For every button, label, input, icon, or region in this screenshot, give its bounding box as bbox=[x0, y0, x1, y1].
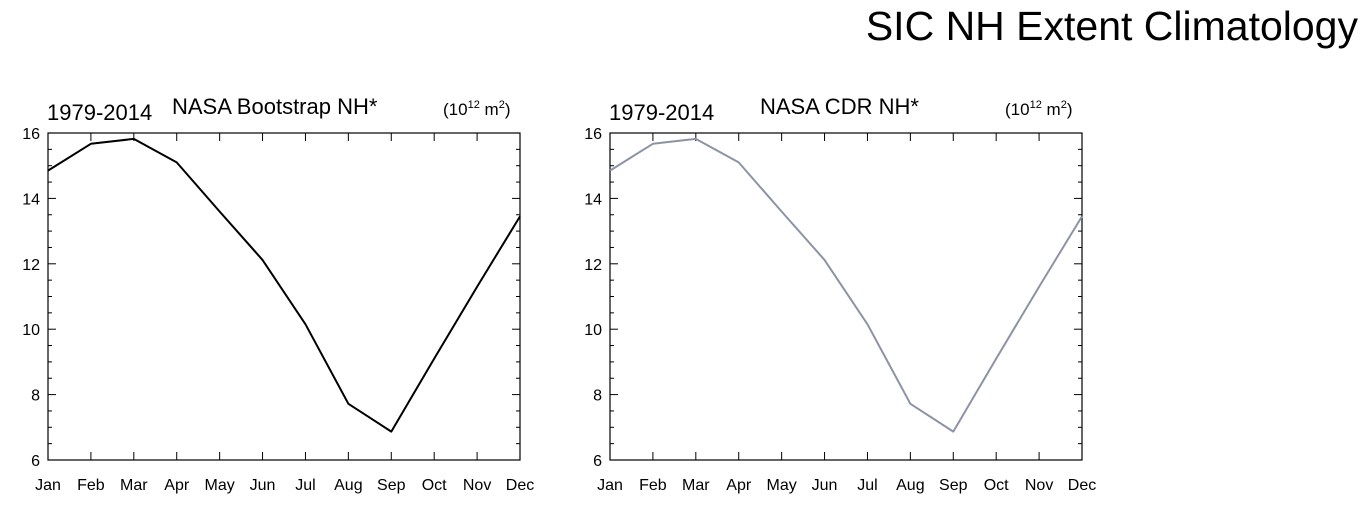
x-tick-label: Oct bbox=[422, 477, 447, 494]
unit-label: (1012 m2) bbox=[443, 99, 511, 119]
x-tick-label: Jan bbox=[35, 477, 61, 494]
x-tick-label: Jun bbox=[812, 477, 838, 494]
y-tick-label: 16 bbox=[22, 126, 40, 143]
x-tick-label: Apr bbox=[164, 477, 190, 494]
y-tick-label: 16 bbox=[584, 126, 602, 143]
chart-nasa-bootstrap: 1979-2014 NASA Bootstrap NH* (1012 m2) 6 8 10… bbox=[22, 94, 534, 494]
x-tick-label: Nov bbox=[1025, 477, 1053, 494]
chart-nasa-cdr: 1979-2014 NASA CDR NH* (1012 m2) 6 8 10 12 14 16… bbox=[584, 94, 1096, 494]
x-tick-label: Mar bbox=[120, 477, 148, 494]
x-tick-label: Jul bbox=[295, 477, 315, 494]
period-label: 1979-2014 bbox=[609, 100, 714, 125]
plot-frame bbox=[609, 132, 1083, 461]
y-tick-label: 8 bbox=[31, 388, 40, 405]
y-tick-label: 14 bbox=[584, 191, 602, 208]
x-tick-label: Sep bbox=[377, 477, 406, 494]
y-tick-label: 6 bbox=[31, 453, 40, 470]
series-line bbox=[47, 137, 521, 433]
y-tick-label: 12 bbox=[584, 257, 602, 274]
y-tick-label: 6 bbox=[593, 453, 602, 470]
period-label: 1979-2014 bbox=[47, 100, 152, 125]
page-title: SIC NH Extent Climatology bbox=[865, 3, 1358, 49]
x-tick-label: Feb bbox=[639, 477, 667, 494]
x-tick-label: Jun bbox=[250, 477, 276, 494]
y-tick-label: 12 bbox=[22, 257, 40, 274]
x-tick-label: Dec bbox=[1068, 477, 1096, 494]
x-tick-label: Nov bbox=[463, 477, 491, 494]
y-tick-label: 14 bbox=[22, 191, 40, 208]
x-tick-label: Feb bbox=[77, 477, 105, 494]
x-tick-label: May bbox=[205, 477, 235, 494]
panel-title: NASA Bootstrap NH* bbox=[172, 94, 378, 119]
plot-frame bbox=[47, 132, 521, 461]
panel-title: NASA CDR NH* bbox=[760, 94, 919, 119]
x-tick-label: Jul bbox=[857, 477, 877, 494]
y-tick-label: 10 bbox=[584, 322, 602, 339]
series-line bbox=[609, 137, 1083, 433]
x-tick-label: Apr bbox=[726, 477, 752, 494]
x-tick-label: May bbox=[767, 477, 797, 494]
x-tick-label: Aug bbox=[334, 477, 362, 494]
x-tick-label: Oct bbox=[984, 477, 1009, 494]
y-tick-label: 10 bbox=[22, 322, 40, 339]
x-tick-label: Sep bbox=[939, 477, 968, 494]
y-tick-label: 8 bbox=[593, 388, 602, 405]
x-tick-label: Jan bbox=[597, 477, 623, 494]
x-tick-label: Aug bbox=[896, 477, 924, 494]
unit-label: (1012 m2) bbox=[1005, 99, 1073, 119]
x-tick-label: Dec bbox=[506, 477, 534, 494]
x-tick-label: Mar bbox=[682, 477, 710, 494]
